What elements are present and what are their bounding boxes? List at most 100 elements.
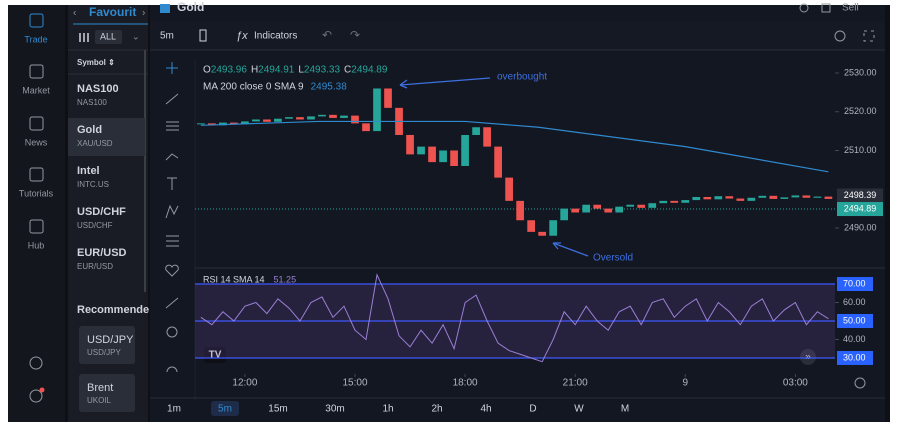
candle xyxy=(439,150,447,163)
next-arrow[interactable]: › xyxy=(142,8,145,19)
fib-tool[interactable] xyxy=(166,121,179,131)
price-tag xyxy=(837,188,883,203)
axis-settings-icon[interactable] xyxy=(854,377,866,389)
candle xyxy=(241,121,249,125)
timeframe-button[interactable]: W xyxy=(574,404,584,415)
nav-label[interactable]: News xyxy=(25,137,48,147)
candle xyxy=(505,177,513,201)
scroll-button[interactable] xyxy=(800,349,816,365)
timeframe-button[interactable]: M xyxy=(621,404,629,415)
rsi-line xyxy=(200,273,829,363)
candle xyxy=(615,206,624,213)
nav-icon[interactable] xyxy=(29,13,44,28)
prediction-tool[interactable] xyxy=(166,235,179,247)
filter-arrow[interactable]: ⌄ xyxy=(132,31,140,41)
timeframe-button[interactable]: 5m xyxy=(218,404,232,415)
zoom-tool[interactable] xyxy=(166,326,178,338)
candle xyxy=(296,117,304,120)
candle xyxy=(450,150,458,166)
list-icon xyxy=(79,33,89,42)
nav-icon[interactable] xyxy=(29,64,44,79)
settings-icon[interactable] xyxy=(834,30,846,42)
timeframe-button[interactable]: D xyxy=(529,404,536,415)
nav-icon[interactable] xyxy=(29,167,44,182)
ma-label: MA 200 close 0 SMA 9 xyxy=(203,82,304,93)
ohlc-value: 2493.33 xyxy=(304,65,341,76)
timeframe-button[interactable]: 4h xyxy=(480,404,491,415)
favorites-tool[interactable] xyxy=(165,264,179,277)
prev-arrow[interactable]: ‹ xyxy=(73,8,76,19)
redo-icon[interactable]: ↷ xyxy=(350,28,360,42)
chat-icon[interactable] xyxy=(29,389,43,403)
symbol-name[interactable]: Gold xyxy=(77,124,102,136)
candle xyxy=(571,208,580,213)
y-tick-label: 2520.00 xyxy=(844,106,877,116)
timeframe-button[interactable]: 1h xyxy=(382,404,393,415)
text-tool[interactable] xyxy=(167,177,177,190)
sell-button[interactable]: Sell xyxy=(842,3,859,14)
symbol-code: INTC.US xyxy=(77,180,109,189)
brush-tool[interactable] xyxy=(165,153,179,161)
chart-type-icon[interactable] xyxy=(199,29,207,42)
candle xyxy=(736,198,745,201)
x-tick-label: 03:00 xyxy=(783,378,808,389)
line-tool[interactable] xyxy=(165,93,179,105)
candle xyxy=(769,195,778,199)
nav-icon[interactable] xyxy=(29,219,44,234)
candle xyxy=(824,196,833,199)
recommended-title: Recommende xyxy=(77,304,149,316)
x-tick-label: 15:00 xyxy=(342,378,367,389)
ma-line xyxy=(200,120,829,173)
x-tick-label: 12:00 xyxy=(232,378,257,389)
watchlist-title[interactable]: Favourit xyxy=(89,5,136,19)
candle xyxy=(263,119,271,122)
candle xyxy=(373,88,381,132)
interval-button[interactable]: 5m xyxy=(160,31,174,42)
undo-icon[interactable]: ↶ xyxy=(322,28,332,42)
symbol-name[interactable]: EUR/USD xyxy=(77,247,127,259)
logo xyxy=(204,347,226,363)
measure-tool[interactable] xyxy=(165,297,179,309)
indicators-button[interactable]: Indicators xyxy=(254,31,297,42)
candle xyxy=(230,122,238,125)
nav-label[interactable]: Market xyxy=(22,85,50,95)
magnet-tool[interactable] xyxy=(166,366,178,373)
ohlc-key: H xyxy=(251,65,258,76)
y-tick-label: 2530.00 xyxy=(844,67,877,77)
candle xyxy=(604,208,613,213)
timeframe-button[interactable]: 30m xyxy=(325,404,344,415)
row-highlight xyxy=(68,118,145,156)
x-tick-label: 18:00 xyxy=(453,378,478,389)
candle xyxy=(351,115,359,124)
fullscreen-icon[interactable] xyxy=(863,30,875,42)
pattern-tool[interactable] xyxy=(165,204,179,219)
support-icon[interactable] xyxy=(29,356,43,370)
column-header[interactable]: Symbol ⇕ xyxy=(77,58,115,67)
recommend-card[interactable] xyxy=(79,374,135,412)
symbol-name[interactable]: Intel xyxy=(77,165,100,177)
candle xyxy=(461,134,469,166)
refresh-icon[interactable] xyxy=(799,3,809,13)
layout-icon[interactable] xyxy=(821,3,831,13)
rsi-tick-label: 50.00 xyxy=(843,315,866,325)
timeframe-button[interactable]: 1m xyxy=(167,404,181,415)
ma-value: 2495.38 xyxy=(311,82,348,93)
annotation: overbought xyxy=(497,72,547,83)
nav-label[interactable]: Hub xyxy=(28,240,45,250)
candle xyxy=(252,119,260,122)
recommend-card[interactable] xyxy=(79,326,135,364)
nav-label[interactable]: Trade xyxy=(24,34,47,44)
timeframe-button[interactable]: 2h xyxy=(431,404,442,415)
candle xyxy=(318,114,326,117)
symbol-name[interactable]: USD/CHF xyxy=(77,206,126,218)
timeframe-button[interactable]: 15m xyxy=(268,404,287,415)
nav-icon[interactable] xyxy=(29,116,44,131)
nav-label[interactable]: Tutorials xyxy=(19,188,54,198)
symbol-name[interactable]: NAS100 xyxy=(77,83,119,95)
candle xyxy=(428,146,436,163)
filter-chip[interactable] xyxy=(95,30,122,44)
candle xyxy=(483,127,491,147)
logo-text: TV xyxy=(209,350,222,361)
crosshair-tool[interactable] xyxy=(166,62,178,74)
